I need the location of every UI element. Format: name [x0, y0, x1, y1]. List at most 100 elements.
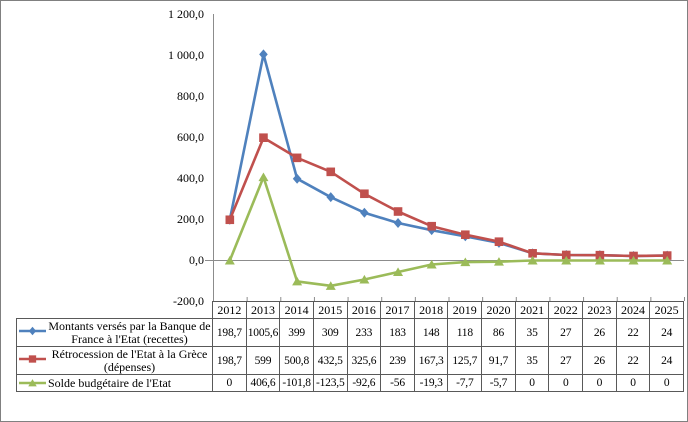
table-column-header: 2023	[582, 301, 617, 319]
data-point-marker	[427, 221, 436, 231]
table-cell: 233	[346, 318, 382, 347]
series-name: Montants versés par la Banque de France à…	[47, 320, 212, 346]
table-cell: 167,3	[413, 346, 449, 375]
chart-data-table: 2012 2013 2014 2015 2016 2017 2018 2019 2020 2021…	[16, 301, 684, 392]
table-column-header: 2014	[279, 301, 314, 319]
data-point-marker	[461, 230, 470, 240]
table-cell: 325,6	[346, 346, 382, 375]
table-row: Montants versés par la Banque de France à…	[16, 318, 684, 347]
data-point-marker	[595, 250, 605, 260]
table-cell: 406,6	[245, 374, 281, 392]
table-cell: 26	[582, 346, 617, 375]
data-point-marker	[292, 276, 303, 286]
table-column-header: 2017	[380, 301, 415, 319]
table-cell: -7,7	[447, 374, 483, 392]
table-cell: -92,6	[346, 374, 382, 392]
series-name-line: (dépenses)	[103, 359, 156, 374]
table-cell: 500,8	[279, 346, 314, 375]
y-axis-tick-label: 800,0	[177, 89, 204, 103]
y-axis-tick-label: 1 200,0	[168, 7, 204, 21]
data-point-marker	[258, 172, 269, 182]
table-cell: 0	[615, 374, 651, 392]
y-axis-tick-label: 200,0	[177, 212, 204, 226]
table-cell: 0	[514, 374, 550, 392]
table-column-header: 2021	[514, 301, 550, 319]
legend-key-marker	[28, 379, 37, 387]
table-cell: 198,7	[212, 346, 247, 375]
table-cell: 198,7	[212, 318, 247, 347]
table-column-header: 2015	[312, 301, 348, 319]
series-line-2	[228, 175, 669, 288]
table-column-header: 2018	[413, 301, 449, 319]
data-point-marker	[360, 207, 369, 218]
table-cell: 86	[481, 318, 516, 347]
legend-key-marker	[28, 355, 37, 363]
data-point-marker	[460, 257, 471, 267]
data-point-marker	[494, 237, 504, 247]
table-cell: 148	[413, 318, 449, 347]
data-point-marker	[359, 274, 370, 284]
data-point-marker	[561, 250, 571, 260]
data-point-marker	[326, 192, 336, 203]
y-axis-tick-label: 600,0	[177, 130, 204, 144]
series-name: Rétrocession de l'Etat à la Grèce (dépens…	[47, 348, 212, 374]
table-cell: 239	[380, 346, 415, 375]
table-cell: 1005,6	[245, 318, 281, 347]
table-cell: 35	[514, 318, 550, 347]
table-cell: 22	[615, 318, 651, 347]
table-row: Solde budgétaire de l'Etat 0 406,6 -101,8 -1…	[16, 374, 684, 392]
series-name-line: France à l'Etat (recettes)	[71, 331, 188, 346]
table-cell: 35	[514, 346, 550, 375]
data-point-marker	[662, 251, 672, 260]
table-cell: 24	[649, 318, 684, 347]
legend-row-label: Montants versés par la Banque de France à…	[16, 318, 213, 347]
table-row: Rétrocession de l'Etat à la Grèce (dépens…	[16, 346, 684, 375]
table-cell: 432,5	[312, 346, 348, 375]
data-point-marker	[493, 257, 504, 266]
table-cell: 118	[447, 318, 483, 347]
table-cell: 125,7	[447, 346, 483, 375]
data-point-marker	[224, 255, 235, 265]
table-cell: 0	[212, 374, 247, 392]
table-column-header: 2022	[548, 301, 584, 319]
table-cell: 599	[245, 346, 281, 375]
data-point-marker	[594, 255, 605, 265]
data-point-marker	[360, 189, 369, 199]
square-legend-key-icon	[19, 355, 46, 363]
line-chart-plot	[205, 14, 685, 301]
table-cell: -5,7	[481, 374, 516, 392]
y-axis: 1 200,0 1 000,0 800,0 600,0 400,0 200,0 …	[1, 1, 204, 307]
series-name: Solde budgétaire de l'Etat	[48, 376, 212, 390]
legend-key-marker	[28, 326, 37, 336]
table-column-header: 2019	[447, 301, 483, 319]
data-point-marker	[628, 255, 639, 265]
series-line-1	[228, 136, 669, 258]
data-point-marker	[527, 255, 538, 265]
table-column-header: 2016	[346, 301, 382, 319]
table-column-header: 2024	[615, 301, 651, 319]
table-column-header: 2013	[245, 301, 281, 319]
diamond-legend-key-icon	[19, 326, 46, 336]
data-point-marker	[528, 249, 537, 258]
data-point-marker	[393, 267, 404, 276]
data-point-marker	[662, 255, 673, 265]
legend-row-label: Solde budgétaire de l'Etat	[16, 374, 213, 392]
data-point-marker	[393, 217, 403, 228]
table-corner-cell	[17, 302, 213, 319]
y-axis-tick-label: 1 000,0	[168, 48, 204, 62]
legend-row-label: Rétrocession de l'Etat à la Grèce (dépens…	[16, 346, 213, 375]
data-point-marker	[292, 173, 302, 184]
data-point-marker	[259, 49, 268, 60]
table-cell: 91,7	[481, 346, 516, 375]
data-point-marker	[259, 133, 268, 143]
series-name-line: Montants versés par la Banque de	[48, 318, 211, 333]
data-point-marker	[326, 167, 336, 177]
table-cell: 26	[582, 318, 617, 347]
data-point-marker	[292, 153, 302, 163]
table-cell: 183	[380, 318, 415, 347]
table-cell: 0	[649, 374, 684, 392]
table-column-header: 2012	[212, 301, 247, 319]
data-point-marker	[561, 255, 572, 265]
triangle-legend-key-icon	[19, 379, 46, 387]
